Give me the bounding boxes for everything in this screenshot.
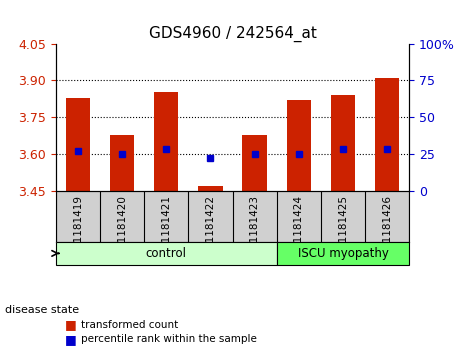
- Text: GSM1181421: GSM1181421: [161, 195, 171, 265]
- Text: ■: ■: [65, 318, 77, 331]
- Bar: [286, 100, 311, 191]
- Text: GSM1181424: GSM1181424: [294, 195, 304, 265]
- Text: transformed count: transformed count: [81, 320, 179, 330]
- Text: disease state: disease state: [5, 305, 79, 315]
- Text: GSM1181420: GSM1181420: [117, 195, 127, 265]
- Text: GSM1181419: GSM1181419: [73, 195, 83, 265]
- Text: percentile rank within the sample: percentile rank within the sample: [81, 334, 257, 344]
- Text: control: control: [146, 247, 187, 260]
- Text: GSM1181425: GSM1181425: [338, 195, 348, 265]
- Bar: [154, 91, 179, 191]
- Bar: [66, 98, 90, 191]
- Text: GSM1181422: GSM1181422: [206, 195, 215, 265]
- Text: ISCU myopathy: ISCU myopathy: [298, 247, 388, 260]
- Bar: [331, 95, 355, 191]
- Bar: [110, 135, 134, 191]
- Bar: [198, 186, 223, 191]
- Text: GSM1181426: GSM1181426: [382, 195, 392, 265]
- Text: GSM1181423: GSM1181423: [250, 195, 259, 265]
- Bar: [277, 242, 409, 265]
- Bar: [375, 78, 399, 191]
- Text: ■: ■: [65, 333, 77, 346]
- Bar: [56, 242, 277, 265]
- Title: GDS4960 / 242564_at: GDS4960 / 242564_at: [148, 26, 317, 42]
- Bar: [242, 135, 267, 191]
